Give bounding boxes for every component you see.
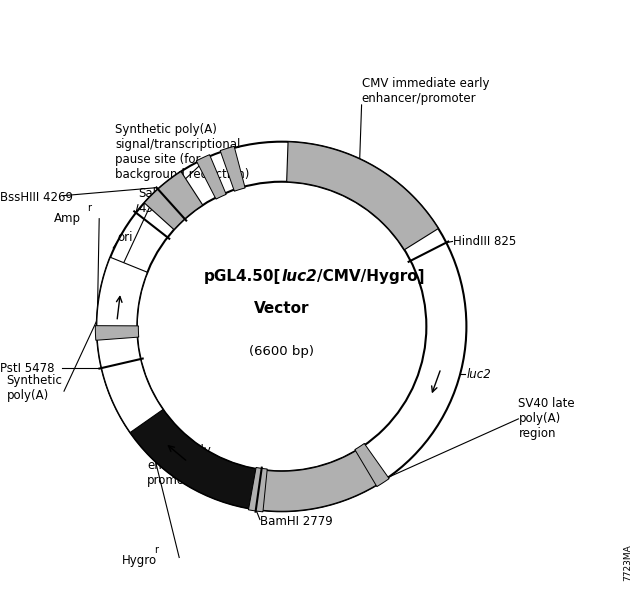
Polygon shape <box>220 147 245 191</box>
Text: (6600 bp): (6600 bp) <box>249 345 314 358</box>
Text: BssHIII 4269: BssHIII 4269 <box>0 191 73 204</box>
Polygon shape <box>105 369 257 508</box>
Polygon shape <box>355 444 389 487</box>
Text: r: r <box>154 545 158 554</box>
Text: luc2: luc2 <box>282 269 317 284</box>
Text: ori: ori <box>117 232 132 245</box>
Polygon shape <box>95 326 139 340</box>
Text: CMV immediate early
enhancer/promoter: CMV immediate early enhancer/promoter <box>362 77 489 105</box>
Text: BamHI 2779: BamHI 2779 <box>260 515 333 528</box>
Text: HindIII 825: HindIII 825 <box>454 235 516 248</box>
Polygon shape <box>97 142 467 511</box>
Text: Amp: Amp <box>54 212 81 225</box>
Text: Vector: Vector <box>254 301 309 316</box>
Polygon shape <box>97 257 163 432</box>
Text: SV40 early
enhancer/
promoter: SV40 early enhancer/ promoter <box>147 444 211 487</box>
Text: /CMV/Hygro]: /CMV/Hygro] <box>317 269 425 284</box>
Text: r: r <box>87 203 91 213</box>
Text: SV40 late
poly(A)
region: SV40 late poly(A) region <box>518 397 575 440</box>
Polygon shape <box>287 142 438 249</box>
Text: Synthetic poly(A)
signal/transcriptional
pause site (for
background reduction): Synthetic poly(A) signal/transcriptional… <box>115 123 250 181</box>
Text: luc2: luc2 <box>466 368 491 381</box>
Text: SalI
4384: SalI 4384 <box>138 187 168 215</box>
Text: 7723MA: 7723MA <box>623 545 632 581</box>
Polygon shape <box>144 171 203 230</box>
Polygon shape <box>137 182 426 471</box>
Text: PstI 5478: PstI 5478 <box>0 362 54 375</box>
Polygon shape <box>248 468 268 512</box>
Text: Hygro: Hygro <box>122 554 157 567</box>
Polygon shape <box>256 448 382 511</box>
Text: Synthetic
poly(A): Synthetic poly(A) <box>6 374 62 402</box>
Text: pGL4.50[: pGL4.50[ <box>204 269 282 284</box>
Polygon shape <box>196 155 226 199</box>
